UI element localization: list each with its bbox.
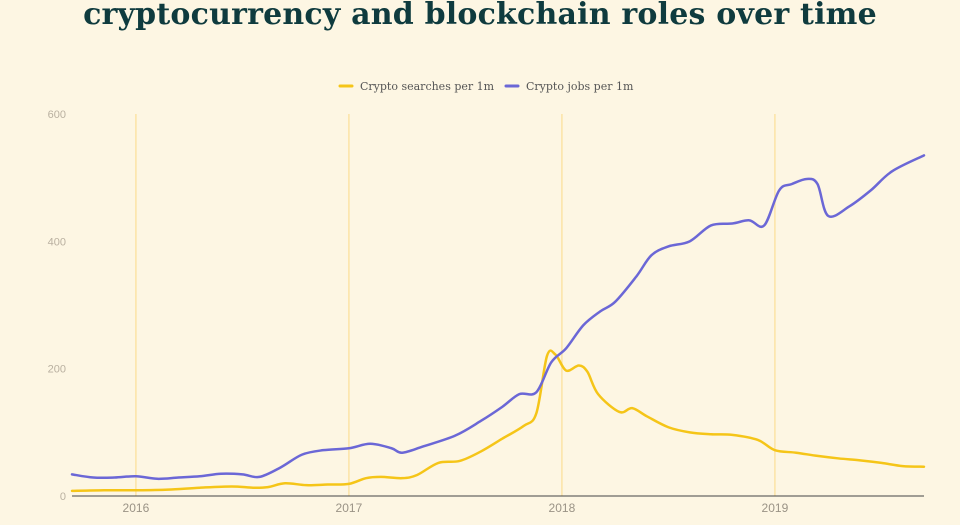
x-tick-label-2016: 2016 <box>123 501 150 515</box>
chart-title: cryptocurrency and blockchain roles over… <box>83 0 877 32</box>
y-tick-label: 0 <box>60 491 66 503</box>
x-tick-label-2017: 2017 <box>336 501 363 515</box>
series-lines <box>70 154 926 493</box>
y-tick-label: 600 <box>48 109 66 121</box>
series-line-searches <box>70 349 926 493</box>
x-tick-label-2018: 2018 <box>549 501 576 515</box>
grid <box>135 114 776 496</box>
y-tick-label: 200 <box>48 364 66 376</box>
y-tick-label: 400 <box>48 236 66 248</box>
x-tick-label-2019: 2019 <box>762 501 789 515</box>
legend-item-searches[interactable]: Crypto searches per 1m <box>338 80 495 93</box>
series-line-jobs <box>70 154 926 481</box>
legend: Crypto searches per 1m Crypto jobs per 1… <box>338 80 634 93</box>
x-axis: 2016 2017 2018 2019 <box>72 495 924 515</box>
y-axis: 0 200 400 600 <box>48 109 66 503</box>
legend-label-jobs: Crypto jobs per 1m <box>526 80 634 93</box>
legend-label-searches: Crypto searches per 1m <box>360 80 495 93</box>
legend-item-jobs[interactable]: Crypto jobs per 1m <box>504 80 634 93</box>
